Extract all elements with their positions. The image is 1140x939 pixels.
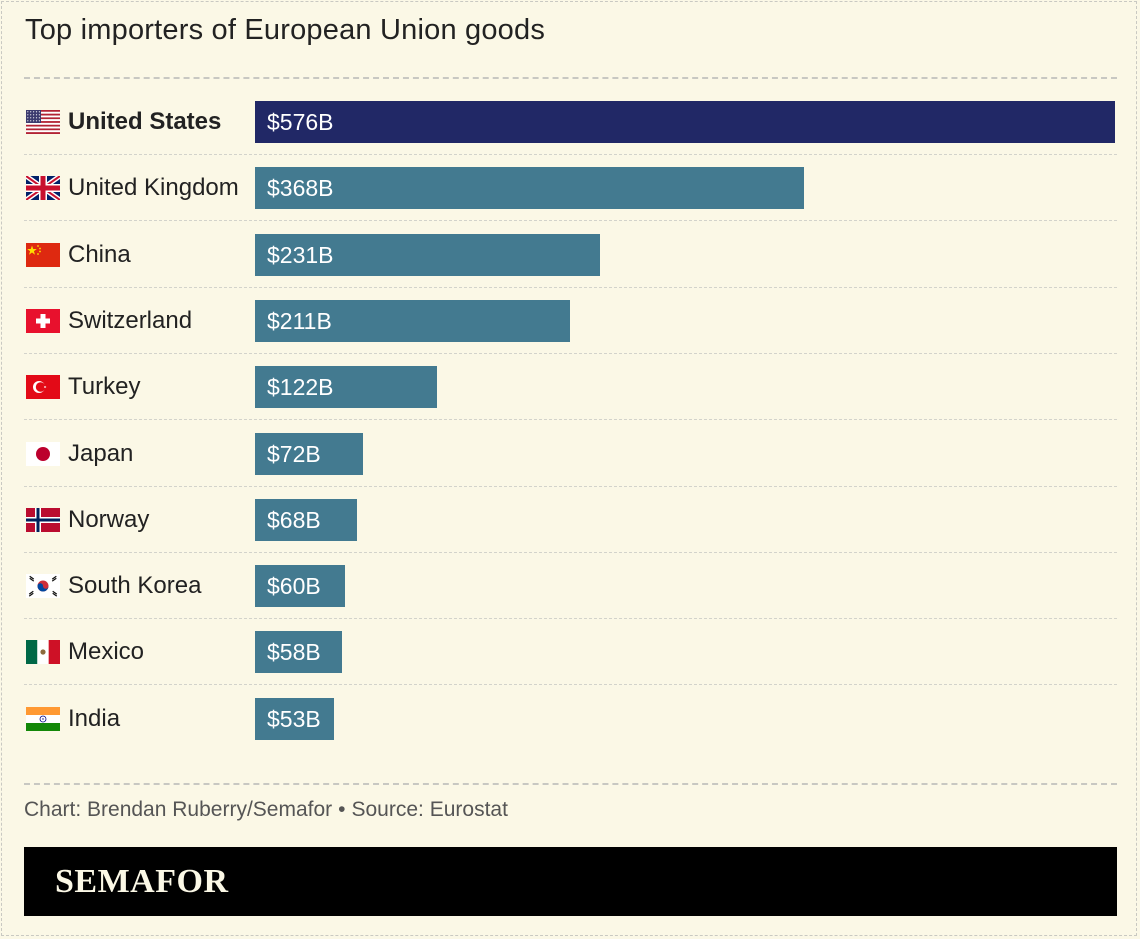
category-label: China xyxy=(68,240,131,268)
bar-row: Mexico $58B xyxy=(24,619,1117,686)
bar: $211B xyxy=(255,299,570,342)
bar-row: Switzerland $211B xyxy=(24,288,1117,354)
row-separator xyxy=(24,618,1117,620)
row-separator xyxy=(24,154,1117,155)
row-separator xyxy=(24,551,1117,553)
semafor-logo: SEMAFOR xyxy=(55,863,229,900)
bar-value-label: $576B xyxy=(267,109,334,135)
bar: $231B xyxy=(255,233,600,276)
chart-credit: Chart: Brendan Ruberry/Semafor xyxy=(24,798,333,821)
japan-flag-icon xyxy=(26,441,60,466)
bar: $58B xyxy=(255,631,342,674)
row-separator xyxy=(24,220,1117,222)
india-flag-icon xyxy=(26,706,60,731)
turkey-flag-icon xyxy=(26,375,60,400)
bar-row: India $53B xyxy=(24,686,1117,752)
china-flag-icon xyxy=(26,242,60,267)
south-korea-flag-icon xyxy=(26,574,60,599)
mexico-flag-icon xyxy=(26,640,60,665)
bar-row: South Korea $60B xyxy=(24,553,1117,620)
bar: $60B xyxy=(255,565,345,608)
bottom-divider xyxy=(24,783,1117,785)
category-label: United Kingdom xyxy=(68,174,239,202)
bar-value-label: $53B xyxy=(267,705,321,732)
bar-value-label: $231B xyxy=(267,241,334,268)
bar-value-label: $211B xyxy=(267,307,332,334)
switzerland-flag-icon xyxy=(26,308,60,333)
brand-bar: SEMAFOR xyxy=(24,847,1117,916)
bar: $122B xyxy=(255,366,437,409)
category-label: Switzerland xyxy=(68,306,193,334)
bar-row: Norway $68B xyxy=(24,487,1117,553)
footer-separator: • xyxy=(338,798,346,821)
bar-row: China $231B xyxy=(24,222,1117,288)
us-flag-icon xyxy=(26,110,60,134)
chart-source: Source: Eurostat xyxy=(351,798,508,821)
category-label: United States xyxy=(68,108,222,135)
category-label: Norway xyxy=(68,505,150,533)
row-separator xyxy=(24,485,1117,487)
bar-row: United States $576B xyxy=(24,89,1117,155)
bar-value-label: $58B xyxy=(267,639,321,666)
bar: $72B xyxy=(255,432,363,475)
row-separator xyxy=(24,684,1117,686)
bar-value-label: $368B xyxy=(267,175,334,202)
category-label: India xyxy=(68,704,121,732)
category-label: Turkey xyxy=(68,373,141,401)
bar-row: Turkey $122B xyxy=(24,354,1117,421)
row-separator xyxy=(24,419,1117,421)
bar-value-label: $68B xyxy=(267,506,321,533)
row-separator xyxy=(24,286,1117,288)
uk-flag-icon xyxy=(24,174,62,203)
bar-row: United Kingdom $368B xyxy=(24,155,1117,222)
bar: $68B xyxy=(255,498,357,541)
bar-value-label: $122B xyxy=(267,374,334,401)
bar: $53B xyxy=(255,697,334,740)
top-divider xyxy=(24,77,1117,79)
bar-value-label: $60B xyxy=(267,573,321,600)
norway-flag-icon xyxy=(26,507,60,532)
bar-value-label: $72B xyxy=(267,440,321,467)
category-label: South Korea xyxy=(68,572,202,600)
row-separator xyxy=(24,352,1117,354)
chart-title: Top importers of European Union goods xyxy=(25,14,546,46)
category-label: Japan xyxy=(68,439,134,467)
bar-row: Japan $72B xyxy=(24,421,1117,487)
bar: $368B xyxy=(255,167,804,210)
chart-footer: Chart: Brendan Ruberry/Semafor • Source: E… xyxy=(24,798,508,822)
category-label: Mexico xyxy=(68,638,145,666)
bar: $576B xyxy=(255,101,1115,143)
